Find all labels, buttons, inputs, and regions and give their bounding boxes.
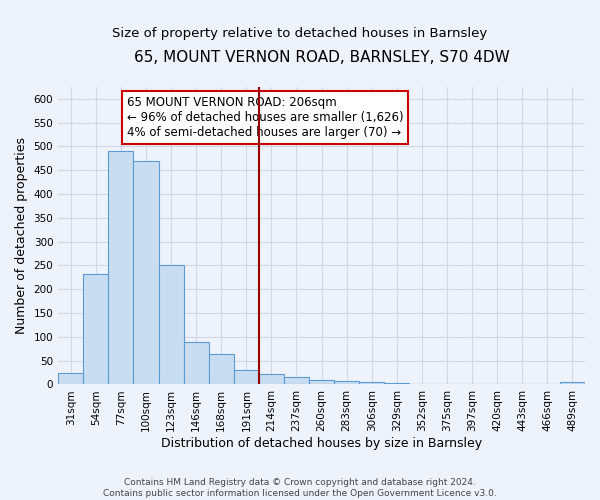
Bar [58,372,83,384]
Bar [109,151,133,384]
Bar [284,378,309,384]
Bar [385,383,409,384]
Bar [133,161,158,384]
Bar [560,382,585,384]
Text: Size of property relative to detached houses in Barnsley: Size of property relative to detached ho… [112,28,488,40]
Bar [158,266,184,384]
X-axis label: Distribution of detached houses by size in Barnsley: Distribution of detached houses by size … [161,437,482,450]
Bar [209,354,234,384]
Bar [184,342,209,384]
Title: 65, MOUNT VERNON ROAD, BARNSLEY, S70 4DW: 65, MOUNT VERNON ROAD, BARNSLEY, S70 4DW [134,50,509,65]
Bar [334,380,359,384]
Bar [359,382,385,384]
Text: 65 MOUNT VERNON ROAD: 206sqm
← 96% of detached houses are smaller (1,626)
4% of : 65 MOUNT VERNON ROAD: 206sqm ← 96% of de… [127,96,403,139]
Bar [83,274,109,384]
Text: Contains HM Land Registry data © Crown copyright and database right 2024.
Contai: Contains HM Land Registry data © Crown c… [103,478,497,498]
Bar [259,374,284,384]
Bar [234,370,259,384]
Y-axis label: Number of detached properties: Number of detached properties [15,137,28,334]
Bar [309,380,334,384]
